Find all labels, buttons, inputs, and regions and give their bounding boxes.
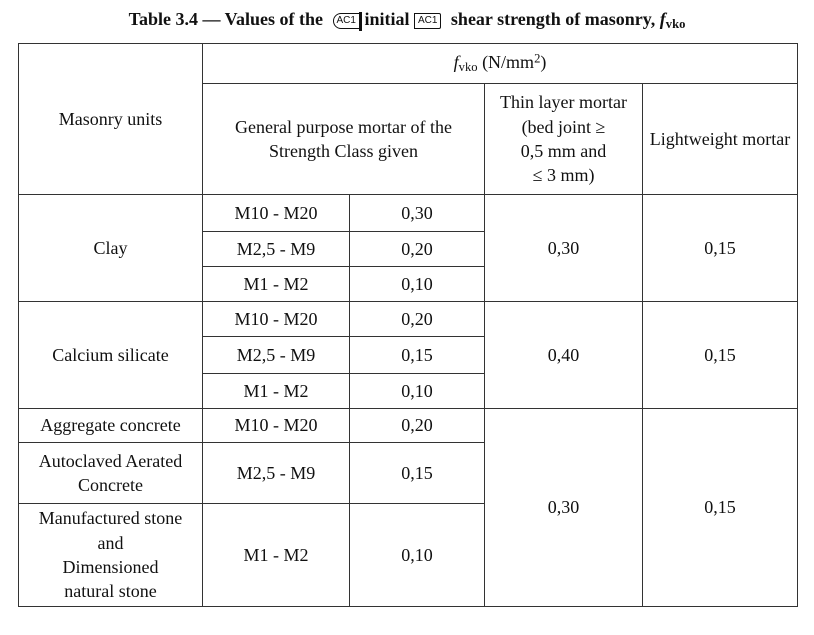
strength-class-cell: M1 - M2 bbox=[202, 373, 350, 409]
unit-manufactured-stone: Manufactured stone and Dimensioned natur… bbox=[18, 503, 203, 607]
unit-line: Autoclaved Aerated bbox=[38, 450, 183, 471]
value-cell: 0,10 bbox=[349, 373, 485, 409]
table-caption: Table 3.4 — Values of the AC1 initial AC… bbox=[0, 9, 814, 32]
thin-layer-header: Thin layer mortar (bed joint ≥ 0,5 mm an… bbox=[484, 83, 643, 195]
unit-line: Manufactured stone bbox=[38, 508, 183, 529]
fvko-unit-post: ) bbox=[540, 52, 547, 73]
table-row: Clay M10 - M20 0,30 0,30 0,15 bbox=[18, 194, 799, 302]
fvko-unit-pre: (N/mm bbox=[482, 52, 535, 73]
masonry-units-header: Masonry units bbox=[18, 43, 203, 195]
lightweight-value: 0,15 bbox=[641, 408, 799, 607]
ac1-open-marker: AC1 bbox=[332, 12, 363, 31]
table-row: M2,5 - M9 0,20 bbox=[19, 231, 798, 267]
thin-layer-line: Thin layer mortar bbox=[500, 92, 627, 113]
thin-layer-value: 0,30 bbox=[484, 408, 643, 607]
caption-prefix: Table 3.4 — Values of the bbox=[128, 9, 323, 29]
strength-class-cell: M2,5 - M9 bbox=[202, 336, 350, 374]
thin-layer-line: 0,5 mm and bbox=[520, 141, 607, 161]
value-cell: 0,10 bbox=[349, 266, 485, 302]
value-cell: 0,20 bbox=[349, 408, 485, 443]
thin-layer-line: ≤ 3 mm) bbox=[532, 165, 595, 186]
unit-aggregate-concrete: Aggregate concrete bbox=[18, 408, 203, 443]
caption-suffix: shear strength of masonry, bbox=[450, 9, 656, 29]
table-row: Aggregate concrete M10 - M20 0,20 0,30 0… bbox=[18, 408, 799, 607]
caption-middle: initial bbox=[364, 9, 410, 29]
table-row: Manufactured stone and Dimensioned natur… bbox=[18, 503, 798, 607]
fvko-symbol-sub: vko bbox=[458, 60, 478, 75]
unit-calcium-silicate: Calcium silicate bbox=[18, 301, 203, 409]
table-row: M1 - M2 0,10 bbox=[19, 373, 798, 409]
value-cell: 0,30 bbox=[349, 194, 485, 232]
table-row: Calcium silicate M10 - M20 0,20 0,40 0,1… bbox=[18, 301, 799, 409]
strength-class-cell: M1 - M2 bbox=[202, 266, 350, 302]
strength-class-cell: M10 - M20 bbox=[202, 194, 350, 232]
shear-strength-table: Masonry units fvko (N/mm2) General purpo… bbox=[18, 43, 799, 607]
thin-layer-value: 0,30 bbox=[484, 194, 643, 302]
fvko-unit-sup: 2 bbox=[534, 51, 541, 66]
ac1-close-marker: AC1 bbox=[413, 13, 442, 29]
general-mortar-header: General purpose mortar of the Strength C… bbox=[202, 83, 485, 195]
value-cell: 0,10 bbox=[349, 503, 485, 607]
strength-class-cell: M10 - M20 bbox=[202, 408, 350, 443]
fvko-symbol: f bbox=[453, 52, 459, 73]
caption-symbol: f bbox=[659, 9, 666, 29]
value-cell: 0,15 bbox=[349, 336, 485, 374]
fvko-header: fvko (N/mm2) bbox=[201, 43, 799, 84]
unit-line: natural stone bbox=[64, 581, 157, 602]
table-header-row: Masonry units fvko (N/mm2) bbox=[18, 43, 799, 195]
thin-layer-line: (bed joint ≥ bbox=[521, 116, 606, 137]
unit-autoclaved-aerated-concrete: Autoclaved Aerated Concrete bbox=[18, 442, 203, 504]
thin-layer-value: 0,40 bbox=[484, 301, 643, 409]
value-cell: 0,15 bbox=[349, 442, 485, 504]
unit-line: Concrete bbox=[78, 475, 143, 495]
table-row: M1 - M2 0,10 bbox=[19, 266, 798, 302]
unit-line: Dimensioned bbox=[62, 557, 159, 577]
table-subheader-row: General purpose mortar of the Strength C… bbox=[19, 83, 799, 195]
lightweight-value: 0,15 bbox=[641, 194, 799, 302]
caption-symbol-sub: vko bbox=[665, 17, 686, 32]
lightweight-value: 0,15 bbox=[641, 301, 799, 409]
unit-line: and bbox=[97, 532, 124, 553]
value-cell: 0,20 bbox=[349, 301, 485, 337]
strength-class-cell: M10 - M20 bbox=[202, 301, 350, 337]
value-cell: 0,20 bbox=[349, 231, 485, 267]
strength-class-cell: M2,5 - M9 bbox=[202, 442, 350, 504]
unit-clay: Clay bbox=[18, 194, 203, 302]
strength-class-cell: M1 - M2 bbox=[202, 503, 350, 607]
lightweight-header: Lightweight mortar bbox=[641, 83, 799, 195]
strength-class-cell: M2,5 - M9 bbox=[202, 231, 350, 267]
